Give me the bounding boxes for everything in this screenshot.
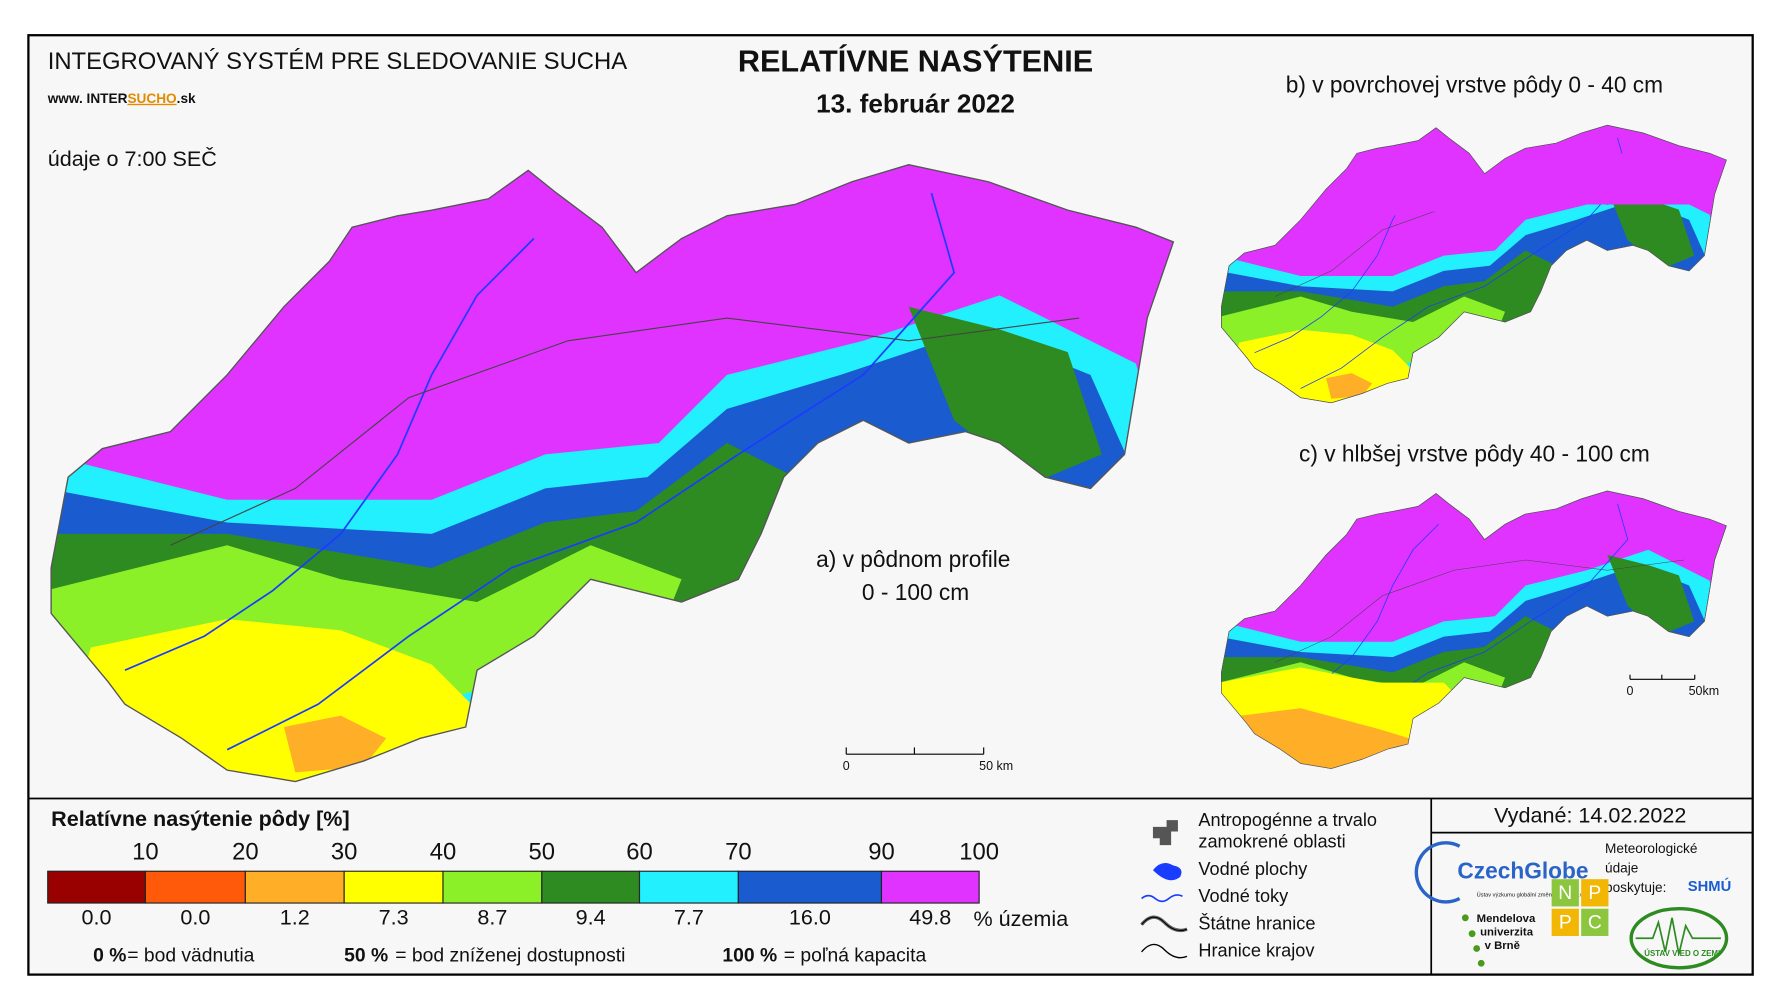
nppc-cell: [1581, 908, 1609, 936]
note-text: = bod vädnutia: [127, 946, 254, 967]
legend-share: 0.0: [82, 905, 112, 930]
legend-swatch: [638, 870, 739, 904]
legend-share: 7.7: [674, 905, 704, 930]
website: www. INTERSUCHO.sk: [47, 90, 196, 105]
system-title: INTEGROVANÝ SYSTÉM PRE SLEDOVANIE SUCHA: [48, 48, 628, 75]
legend-title: Relatívne nasýtenie pôdy [%]: [51, 806, 350, 831]
legend-swatch: [737, 870, 883, 904]
nppc-letter: P: [1588, 883, 1601, 904]
nppc-letter: P: [1559, 913, 1572, 934]
note-value: 100 %: [722, 946, 777, 967]
symbol-icons: [1140, 820, 1188, 959]
meteo: údaje: [1605, 861, 1638, 876]
map-a-label: a) v pôdnom profile: [816, 546, 1010, 572]
symbol-label: Hranice krajov: [1198, 941, 1315, 961]
legend-threshold: 10: [132, 838, 159, 865]
legend-swatch: [880, 870, 980, 904]
legend-threshold: 40: [430, 838, 457, 865]
mendel: univerzita: [1480, 927, 1534, 939]
main-title: RELATÍVNE NASÝTENIE: [738, 44, 1093, 79]
scale-zero: 0: [1627, 684, 1634, 698]
legend-share: 8.7: [477, 905, 507, 930]
legend-scale: 0.0 0.0 1.2 7.3 8.7 9.4 7.7 16.0 49.8 10 20 30 40 50 6…: [47, 838, 999, 930]
nppc-letter: C: [1588, 913, 1602, 934]
share-unit: % územia: [973, 906, 1068, 931]
symbol-label: Vodné toky: [1198, 886, 1289, 906]
symbol-label: Vodné plochy: [1198, 859, 1308, 879]
shmu: SHMÚ: [1688, 877, 1731, 895]
scale-bar-c: [1629, 674, 1696, 680]
symbol-label: zamokrené oblasti: [1198, 832, 1345, 852]
mendel-dots: [1461, 914, 1485, 967]
nppc-cell: [1551, 908, 1579, 936]
mendel: Mendelova: [1477, 913, 1536, 925]
nppc-letter: N: [1558, 883, 1572, 904]
czechglobe-sub: Ústav výzkumu globální změny AV ČR, v.v.…: [1477, 892, 1587, 899]
nppc-cell: [1551, 879, 1579, 907]
legend-share: 9.4: [576, 905, 606, 930]
symbol-label: Antropogénne a trvalo: [1198, 810, 1377, 830]
legend-threshold: 60: [626, 838, 653, 865]
meteo: poskytuje:: [1605, 880, 1666, 895]
legend-swatch: [244, 870, 345, 904]
symbol-label: Štátne hranice: [1198, 912, 1315, 933]
uvz-ring: [1629, 907, 1729, 970]
website-highlight: SUCHO: [127, 90, 177, 105]
mendel: v Brně: [1485, 940, 1520, 952]
scale-bar-a: [845, 747, 985, 755]
website-suffix: .sk: [177, 90, 196, 105]
map-b-label: b) v povrchovej vrstve pôdy 0 - 40 cm: [1286, 71, 1663, 97]
legend-threshold: 20: [232, 838, 259, 865]
czechglobe: CzechGlobe: [1457, 857, 1588, 883]
legend-swatch: [47, 870, 146, 904]
legend-threshold: 90: [868, 838, 895, 865]
legend-swatch: [343, 870, 444, 904]
uvz: ÚSTAV VIED O ZEMI: [1644, 949, 1720, 958]
note-value: 50 %: [344, 946, 388, 967]
legend-share: 7.3: [379, 905, 409, 930]
scale-zero: 0: [843, 759, 850, 773]
legend-swatch: [442, 870, 543, 904]
uvz-wave: [1635, 917, 1721, 955]
scale-distance: 50 km: [979, 759, 1013, 773]
scale-distance: 50km: [1689, 684, 1720, 698]
date: 13. február 2022: [816, 89, 1015, 119]
map-b: [1219, 125, 1730, 419]
map-a-depth: 0 - 100 cm: [862, 579, 969, 605]
czechglobe-arc: [1414, 841, 1461, 904]
time-note: údaje o 7:00 SEČ: [48, 146, 217, 171]
website-prefix: www. INTER: [47, 90, 128, 105]
legend-swatch: [144, 870, 246, 904]
legend-threshold: 30: [331, 838, 358, 865]
nppc-cell: [1581, 879, 1609, 907]
legend-threshold: 100: [959, 838, 999, 865]
note-text: = bod zníženej dostupnosti: [395, 946, 625, 967]
legend-notes: 0 % = bod vädnutia 50 % = bod zníženej dost…: [93, 946, 926, 967]
note-value: 0 %: [93, 946, 126, 967]
legend-share: 49.8: [909, 905, 951, 930]
issued: Vydané: 14.02.2022: [1494, 802, 1686, 827]
legend-swatch: [541, 870, 641, 904]
note-text: = poľná kapacita: [784, 946, 927, 967]
legend-threshold: 50: [529, 838, 556, 865]
legend-threshold: 70: [725, 838, 752, 865]
legend-share: 1.2: [280, 905, 310, 930]
map-c-label: c) v hlbšej vrstve pôdy 40 - 100 cm: [1299, 440, 1650, 466]
legend-share: 0.0: [180, 905, 210, 930]
nppc-logo: N PP C: [1551, 879, 1609, 936]
legend-share: 16.0: [789, 905, 831, 930]
meteo: Meteorologické: [1605, 841, 1697, 856]
